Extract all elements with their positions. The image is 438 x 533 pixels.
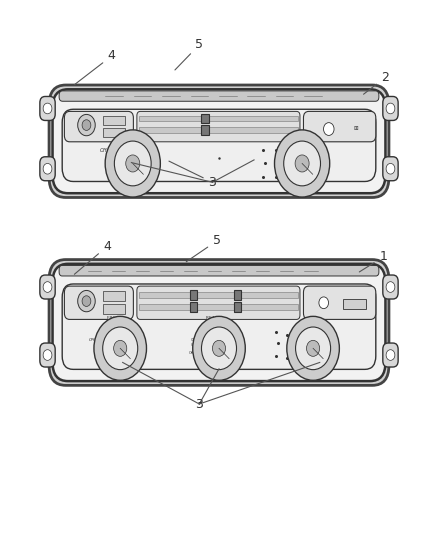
Circle shape bbox=[126, 155, 140, 172]
Circle shape bbox=[386, 103, 395, 114]
Bar bbox=[343, 299, 367, 310]
FancyBboxPatch shape bbox=[40, 343, 55, 367]
FancyBboxPatch shape bbox=[62, 109, 376, 181]
Circle shape bbox=[295, 155, 309, 172]
Circle shape bbox=[193, 317, 245, 381]
Circle shape bbox=[287, 317, 339, 381]
Bar bbox=[139, 116, 298, 121]
Bar bbox=[191, 302, 198, 312]
Text: 3: 3 bbox=[195, 398, 203, 410]
Bar bbox=[201, 114, 209, 123]
FancyBboxPatch shape bbox=[383, 96, 398, 120]
Bar bbox=[234, 302, 241, 312]
Text: 4: 4 bbox=[74, 240, 111, 274]
Bar bbox=[139, 127, 298, 133]
Text: 3: 3 bbox=[169, 161, 216, 189]
Circle shape bbox=[105, 130, 160, 197]
Text: ⊞: ⊞ bbox=[353, 126, 358, 131]
Circle shape bbox=[43, 103, 52, 114]
Bar bbox=[139, 304, 298, 310]
Text: 2: 2 bbox=[364, 71, 389, 94]
Circle shape bbox=[78, 290, 95, 312]
Text: FRONT ©: FRONT © bbox=[107, 316, 127, 320]
Circle shape bbox=[386, 350, 395, 360]
Circle shape bbox=[319, 297, 328, 309]
Bar bbox=[103, 116, 125, 125]
Circle shape bbox=[113, 341, 127, 357]
Text: Off+: Off+ bbox=[189, 351, 198, 354]
FancyBboxPatch shape bbox=[137, 286, 300, 319]
FancyBboxPatch shape bbox=[62, 284, 376, 369]
Circle shape bbox=[94, 317, 146, 381]
Circle shape bbox=[386, 281, 395, 292]
Bar bbox=[201, 125, 209, 135]
Circle shape bbox=[78, 115, 95, 136]
FancyBboxPatch shape bbox=[59, 265, 379, 276]
Circle shape bbox=[212, 341, 226, 357]
Bar bbox=[103, 291, 125, 301]
Circle shape bbox=[43, 281, 52, 292]
Circle shape bbox=[201, 327, 237, 370]
FancyBboxPatch shape bbox=[64, 286, 134, 319]
Circle shape bbox=[324, 123, 334, 135]
Bar bbox=[139, 292, 298, 298]
FancyBboxPatch shape bbox=[40, 96, 55, 120]
FancyBboxPatch shape bbox=[304, 111, 376, 142]
Circle shape bbox=[82, 120, 91, 131]
Text: 4: 4 bbox=[74, 50, 116, 85]
Text: Off: Off bbox=[88, 338, 95, 342]
Circle shape bbox=[102, 327, 138, 370]
FancyBboxPatch shape bbox=[64, 111, 134, 142]
FancyBboxPatch shape bbox=[383, 343, 398, 367]
Text: 5: 5 bbox=[175, 38, 203, 70]
FancyBboxPatch shape bbox=[304, 286, 376, 319]
Circle shape bbox=[43, 164, 52, 174]
Circle shape bbox=[386, 164, 395, 174]
Circle shape bbox=[307, 341, 320, 357]
FancyBboxPatch shape bbox=[49, 85, 389, 198]
Circle shape bbox=[275, 130, 330, 197]
FancyBboxPatch shape bbox=[59, 91, 379, 101]
Circle shape bbox=[43, 350, 52, 360]
Circle shape bbox=[82, 296, 91, 306]
Text: 5: 5 bbox=[186, 235, 221, 262]
Circle shape bbox=[296, 327, 331, 370]
FancyBboxPatch shape bbox=[49, 260, 389, 385]
Bar bbox=[191, 289, 198, 300]
FancyBboxPatch shape bbox=[383, 157, 398, 181]
Circle shape bbox=[114, 141, 151, 186]
FancyBboxPatch shape bbox=[53, 264, 385, 381]
FancyBboxPatch shape bbox=[40, 275, 55, 299]
FancyBboxPatch shape bbox=[137, 111, 300, 142]
FancyBboxPatch shape bbox=[40, 157, 55, 181]
Bar bbox=[234, 289, 241, 300]
Text: Off: Off bbox=[100, 148, 107, 153]
FancyBboxPatch shape bbox=[383, 275, 398, 299]
Circle shape bbox=[284, 141, 321, 186]
Bar bbox=[103, 304, 125, 314]
Text: 1: 1 bbox=[359, 251, 387, 272]
Bar bbox=[103, 128, 125, 137]
Text: CRUISE
CONTROL+: CRUISE CONTROL+ bbox=[191, 338, 211, 346]
Text: REAR ©: REAR © bbox=[206, 316, 223, 320]
FancyBboxPatch shape bbox=[53, 89, 385, 193]
